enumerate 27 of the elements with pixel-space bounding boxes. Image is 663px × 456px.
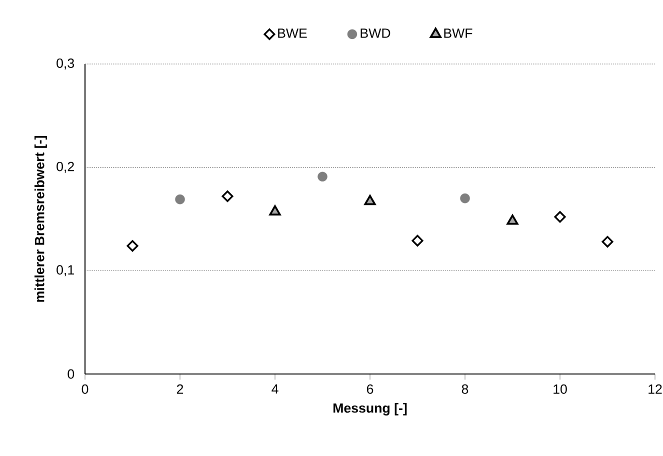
point <box>412 234 424 246</box>
x-tick-label: 12 <box>648 384 662 394</box>
y-tick-label: 0,3 <box>56 58 74 70</box>
x-tick-label: 10 <box>554 384 567 394</box>
point <box>506 214 518 225</box>
legend-label: BWE <box>278 28 307 38</box>
y-tick-label: 0 <box>68 369 74 379</box>
legend-label: BWF <box>444 28 472 38</box>
point <box>175 194 185 204</box>
y-axis-title: mittlerer Bremsreibwert [-] <box>34 136 47 302</box>
x-axis-title: Messung [-] <box>334 402 407 416</box>
x-tick-label: 2 <box>176 384 184 394</box>
x-tick-label: 0 <box>82 384 88 394</box>
y-tick-label: 0,1 <box>56 265 74 276</box>
y-tick-label: 0,2 <box>56 162 74 173</box>
x-tick-label: 6 <box>366 384 374 394</box>
point <box>602 236 614 248</box>
point <box>460 193 470 204</box>
point <box>269 205 281 216</box>
point <box>126 240 138 252</box>
x-tick-label: 8 <box>462 384 468 394</box>
x-tick-label: 4 <box>272 384 278 394</box>
point <box>318 172 328 182</box>
legend-label: BWD <box>360 28 390 38</box>
point <box>364 194 376 206</box>
point <box>554 211 566 223</box>
point <box>222 190 234 202</box>
